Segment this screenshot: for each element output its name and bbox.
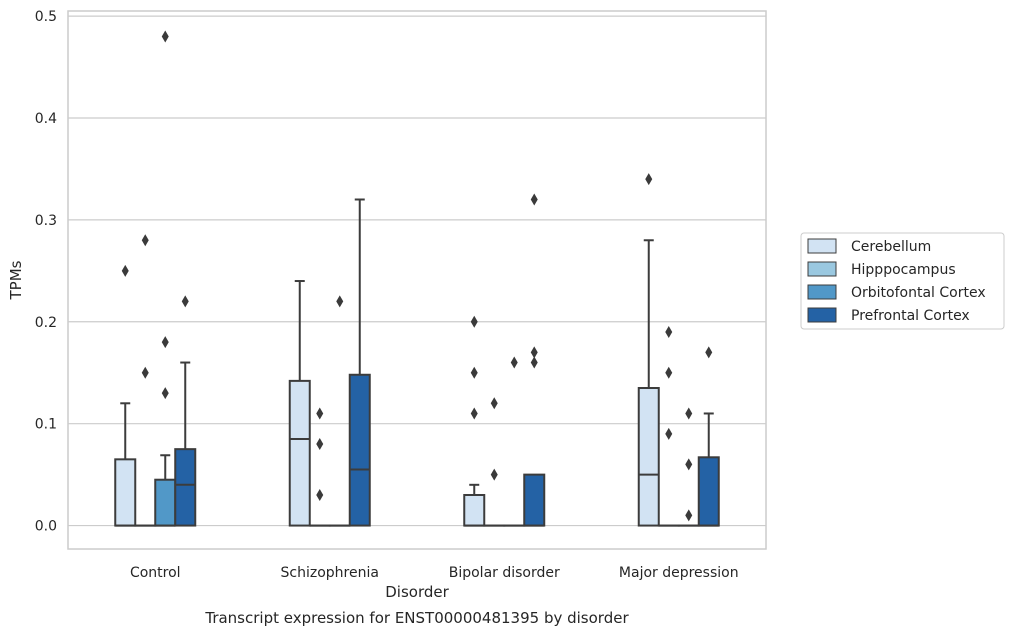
outlier-point (490, 468, 498, 481)
box-body (114, 458, 137, 527)
plot-frame (67, 10, 767, 550)
outlier-point (141, 366, 149, 379)
y-axis-ticks: 0.0 0.1 0.2 0.3 0.4 0.5 (35, 9, 57, 534)
box-hipppocampus (483, 397, 506, 527)
box-cerebellum (288, 280, 311, 527)
y-tick-label: 0.1 (35, 417, 57, 433)
outlier-point (161, 30, 169, 43)
legend-frame (800, 232, 1005, 330)
box-cerebellum (637, 173, 660, 527)
outlier-point (685, 509, 693, 522)
box-body (288, 379, 311, 527)
box-cerebellum (463, 315, 486, 527)
box-prefrontal-cortex (174, 295, 197, 527)
box-orbitofontal-cortex (503, 356, 526, 527)
x-tick-label: Bipolar disorder (449, 565, 560, 581)
legend-label: Cerebellum (851, 239, 931, 255)
outlier-point (141, 234, 149, 247)
box-body (523, 473, 546, 527)
y-tick-label: 0.2 (35, 315, 57, 331)
outlier-point (705, 346, 713, 359)
box-orbitofontal-cortex (154, 30, 177, 527)
grid-lines (68, 15, 766, 527)
box-body (154, 478, 177, 527)
outlier-point (316, 488, 324, 501)
y-tick-label: 0.3 (35, 213, 57, 229)
outlier-point (665, 325, 673, 338)
outlier-point (685, 407, 693, 420)
box-prefrontal-cortex (697, 346, 720, 527)
legend-label: Hipppocampus (851, 262, 956, 278)
legend-swatch (807, 284, 837, 300)
box-hipppocampus (134, 234, 157, 527)
box-body (637, 387, 660, 527)
outlier-point (470, 315, 478, 328)
outlier-point (181, 295, 189, 308)
box-body (348, 373, 371, 527)
x-axis-label: Disorder (385, 583, 449, 601)
outlier-point (530, 356, 538, 369)
box-body (697, 456, 720, 527)
box-hipppocampus (657, 325, 680, 527)
outlier-point (490, 397, 498, 410)
box-orbitofontal-cortex (328, 295, 351, 527)
outlier-point (510, 356, 518, 369)
outlier-point (336, 295, 344, 308)
box-orbitofontal-cortex (677, 407, 700, 527)
outlier-point (316, 407, 324, 420)
outlier-point (530, 193, 538, 206)
outlier-point (161, 336, 169, 349)
outlier-point (161, 387, 169, 400)
box-prefrontal-cortex (523, 193, 546, 527)
box-body (174, 448, 197, 527)
box-series (114, 30, 720, 527)
x-tick-label: Major depression (619, 565, 739, 581)
outlier-point (685, 458, 693, 471)
box-hipppocampus (308, 407, 331, 527)
x-tick-label: Schizophrenia (281, 565, 379, 581)
y-tick-label: 0.0 (35, 519, 57, 535)
outlier-point (665, 366, 673, 379)
outlier-point (470, 407, 478, 420)
y-tick-label: 0.4 (35, 111, 57, 127)
outlier-point (470, 366, 478, 379)
outlier-point (121, 264, 129, 277)
legend-label: Orbitofontal Cortex (851, 285, 986, 301)
legend-swatch (807, 307, 837, 323)
box-prefrontal-cortex (348, 198, 371, 527)
y-axis-label: TPMs (7, 260, 25, 300)
x-tick-label: Control (130, 565, 181, 581)
outlier-point (316, 438, 324, 451)
legend: Cerebellum Hipppocampus Orbitofontal Corte… (800, 232, 1005, 330)
chart-caption: Transcript expression for ENST0000048139… (204, 609, 629, 627)
legend-swatch (807, 238, 837, 254)
outlier-point (665, 427, 673, 440)
outlier-point (530, 346, 538, 359)
y-tick-label: 0.5 (35, 9, 57, 25)
box-cerebellum (114, 264, 137, 527)
legend-label: Prefrontal Cortex (851, 308, 970, 324)
outlier-point (645, 173, 653, 186)
box-body (463, 493, 486, 527)
legend-swatch (807, 261, 837, 277)
x-axis-ticks: Control Schizophrenia Bipolar disorder Majo… (130, 565, 739, 581)
